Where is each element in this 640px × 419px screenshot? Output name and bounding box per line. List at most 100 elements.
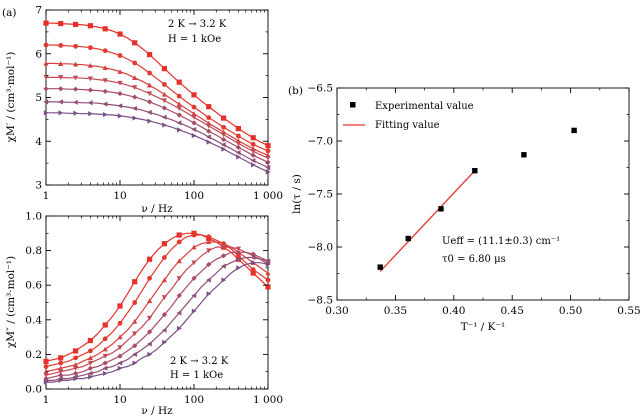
panel-a2-series-5-point [220,263,226,269]
panel-b-x-axis-label: T⁻¹ / K⁻¹ [461,321,506,333]
panel-a2-series-3-point [43,372,49,378]
panel-a-series-0-point [191,92,197,98]
panel-a2-y-tick-label: 0.8 [25,245,42,257]
panel-b-x-tick-label: 0.55 [617,305,640,317]
panel-a-series-1-point [43,42,49,48]
panel-a2-series-4-point [117,353,123,359]
panel-a2-series-5-point [132,351,137,357]
panel-b-x-tick-label: 0.45 [501,305,524,317]
panel-a2-series-3-point [72,366,79,371]
panel-a2-series-4-point [161,312,167,318]
panel-a2-series-6-point [147,351,153,357]
panel-a2-series-5-point [176,310,182,316]
panel-a-series-3-point [58,75,64,80]
panel-a-series-1-point [73,43,78,49]
panel-a2-series-2-point [58,365,64,371]
panel-a-series-1-point [102,48,108,54]
panel-a-series-5-point [250,157,256,164]
panel-a-series-4-point [161,105,167,111]
panel-a-series-0-point [132,40,138,46]
panel-a2-series-1-point [73,355,78,361]
panel-a2-series-6-point [117,365,123,371]
panel-b-legend: Experimental value Fitting value [343,101,474,131]
panel-a2-series-1-point [176,239,182,245]
panel-a-y-tick-label: 5 [35,92,42,104]
panel-a-series-6-point [162,122,167,128]
panel-a2-series-3-point [191,260,197,266]
panel-a-y-tick-label: 3 [35,180,42,192]
panel-a2-chart: 1 10 100 1 000 0.0 0.2 0.4 0.6 0.8 1.0 2 K → 3.2 … [5,211,283,418]
panel-a2-series-3-point [87,360,93,366]
panel-a2-series-3-point [161,295,167,300]
panel-a-series-4-point [250,152,256,158]
panel-a-series-4-point [206,128,212,134]
panel-a2-y-tick-label: 1.0 [25,211,42,223]
panel-a-y-axis-label: χM′ / (cm³·mol⁻¹) [5,52,17,143]
panel-a-series-3-point [191,114,197,120]
panel-a2-series-4-point [102,360,108,366]
panel-a2-series-4-point [206,261,212,268]
panel-a2-x-tick-label: 1 [43,394,50,406]
panel-a2-series-6-point [206,291,212,297]
panel-a2-x-tick-label: 10 [113,394,126,406]
panel-a2-x-tick-label: 1 000 [253,394,283,406]
panel-a-series-3-point [176,106,182,112]
panel-b-experimental-point [521,152,527,158]
panel-a-series-2-point [146,82,153,88]
panel-a-series-4-point [87,87,93,93]
panel-a-series-0-point [102,26,108,32]
panel-a-annotation-temperature: 2 K → 3.2 K [168,19,227,30]
panel-a2-series-1-point [43,364,49,369]
panel-a2-series-6-point [73,376,79,382]
panel-a-series-6-point [176,127,182,133]
panel-a-series-3-point [72,75,79,81]
panel-a2-series-0-point [132,279,138,285]
panel-a-series-3-point [220,132,227,138]
panel-a-series-1-point [132,60,138,66]
panel-a-series-6-point [43,110,49,116]
panel-a-y-tick-label: 6 [35,48,42,60]
panel-a-series-1-point [235,133,241,139]
panel-a-series-1-point [176,93,182,99]
panel-a-series-1-point [265,148,271,154]
panel-a2-y-axis-label: χM″ / (cm³·mol⁻¹) [5,256,17,348]
panel-a2-series-0-point [58,355,64,361]
panel-a-series-4-point [117,90,123,97]
panel-a-series-2-point [102,65,108,70]
panel-a-series-0-point [265,143,271,149]
panel-a2-series-6-point [132,360,138,366]
panel-a-series-4-point [72,86,79,92]
panel-a2-series-6-point [88,374,93,380]
panel-a-series-4-point [58,86,64,92]
panel-a-series-2-point [132,75,138,81]
panel-a-series-2-point [58,61,64,67]
panel-a-series-2-point [161,91,167,97]
panel-a2-series-5-point [206,277,211,283]
panel-a-series-6-point [58,110,64,116]
panel-a-series-1-point [206,115,212,121]
panel-a2-series-1-point [132,300,138,305]
panel-a-series-2-point [72,61,79,67]
panel-a2-series-3-point [58,369,64,375]
panel-a2-series-4-point [58,372,64,378]
panel-a2-series-5-point [102,365,108,371]
panel-a-x-tick-label: 100 [184,190,204,202]
panel-a2-series-6-point [162,339,167,345]
panel-a-series-3-point [87,76,93,82]
panel-a-series-6-point [236,154,241,160]
panel-a2-y-tick-label: 0.0 [25,384,42,396]
panel-b-y-axis-label: ln(τ / s) [291,174,303,214]
panel-a2-series-0-point [117,303,123,309]
panel-a-series-6-point [132,115,138,121]
panel-a-series-2-point [117,69,123,74]
panel-a-series-5-line [46,101,269,169]
panel-a2-series-0-point [176,232,182,238]
panel-a-y-tick-label: 4 [35,136,42,148]
panel-a2-series-5-point [87,370,93,377]
panel-a2-series-2-point [161,277,167,283]
panel-a-x-axis-label: ν / Hz [141,203,173,215]
panel-a-series-4-point [265,159,271,165]
panel-a-series-4-point [146,99,153,105]
panel-a2-series-5-line [46,256,269,381]
